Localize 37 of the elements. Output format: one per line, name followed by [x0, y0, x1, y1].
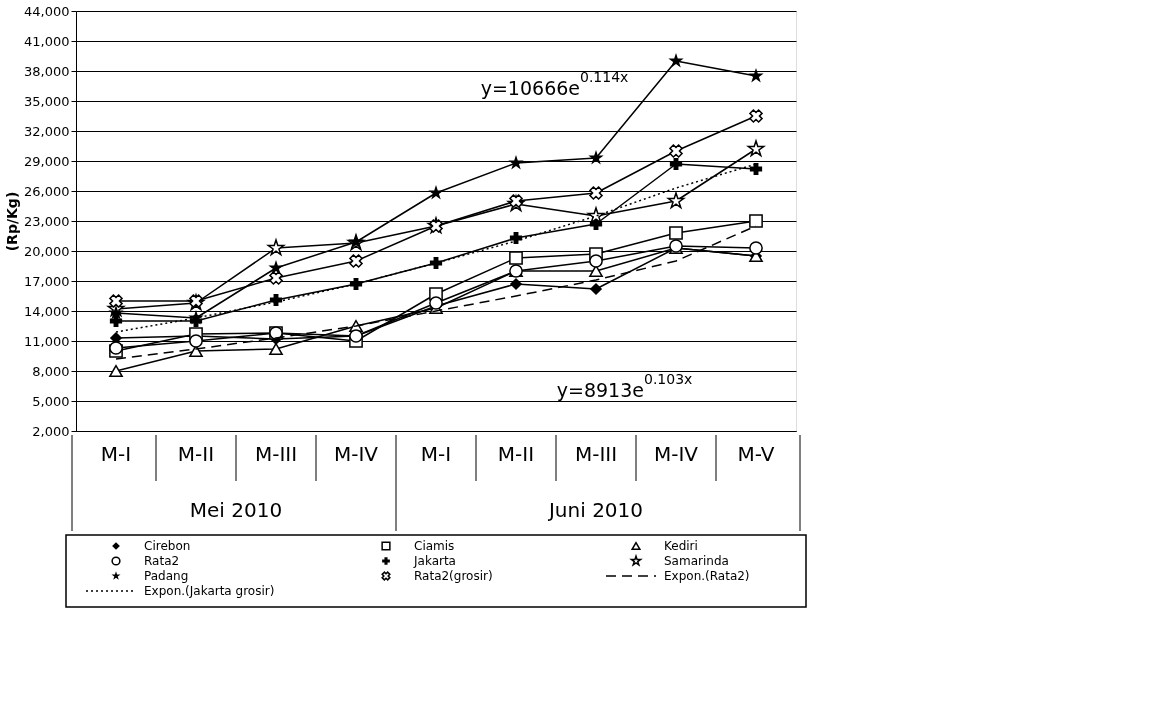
y-tick-label: 23,000 — [24, 213, 70, 229]
y-tick-label: 17,000 — [24, 273, 70, 289]
legend-label: Ciamis — [414, 539, 455, 553]
x-tick-label: M-III — [574, 442, 618, 466]
x-tick-label: M-V — [737, 442, 775, 466]
y-tick-label: 29,000 — [24, 153, 70, 169]
y-tick-label: 8,000 — [32, 363, 70, 379]
x-tick-label: M-IV — [333, 442, 379, 466]
legend-label: Expon.(Jakarta grosir) — [144, 584, 275, 598]
y-tick-label: 14,000 — [24, 303, 70, 319]
y-tick-label: 44,000 — [24, 3, 70, 19]
y-tick-label: 2,000 — [32, 423, 70, 439]
legend-label: Rata2(grosir) — [414, 569, 493, 583]
y-axis-title: (Rp/Kg) — [4, 191, 21, 252]
x-tick-label: M-II — [497, 442, 535, 466]
y-tick-label: 35,000 — [24, 93, 70, 109]
x-tick-label: M-IV — [653, 442, 699, 466]
x-tick-label: M-I — [420, 442, 452, 466]
x-tick-label: M-II — [177, 442, 215, 466]
legend-label: Padang — [144, 569, 189, 583]
text: Mei 2010 — [189, 498, 283, 522]
y-tick-label: 32,000 — [24, 123, 70, 139]
x-tick-label: M-III — [254, 442, 298, 466]
legend-label: Rata2 — [144, 554, 180, 568]
legend-label: Kediri — [664, 539, 698, 553]
legend-label: Jakarta — [413, 554, 456, 568]
y-tick-label: 26,000 — [24, 183, 70, 199]
legend-label: Cirebon — [144, 539, 191, 553]
y-tick-label: 20,000 — [24, 243, 70, 259]
y-tick-label: 41,000 — [24, 33, 70, 49]
x-tick-label: M-I — [100, 442, 132, 466]
y-tick-label: 5,000 — [32, 393, 70, 409]
legend-label: Samarinda — [664, 554, 729, 568]
y-tick-label: 11,000 — [24, 333, 70, 349]
y-tick-label: 38,000 — [24, 63, 70, 79]
legend-label: Expon.(Rata2) — [664, 569, 750, 583]
text: Juni 2010 — [546, 498, 644, 522]
